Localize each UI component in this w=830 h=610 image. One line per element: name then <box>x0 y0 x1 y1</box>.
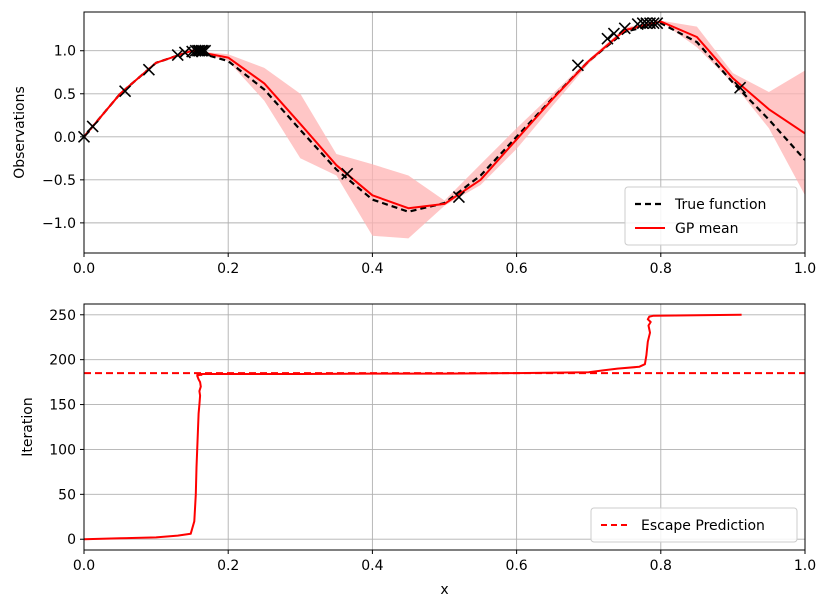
observation-marker <box>199 44 212 57</box>
top-y-tick-label: 0.5 <box>54 87 76 103</box>
observation-marker <box>651 17 664 30</box>
bottom-y-tick-label: 100 <box>49 442 76 458</box>
bottom-plot-area <box>84 313 805 541</box>
bottom-y-axis-label: Iteration <box>20 397 36 456</box>
bottom-x-tick-label: 0.8 <box>650 558 672 574</box>
top-x-tick-label: 0.2 <box>217 261 239 277</box>
observation-marker <box>171 48 184 62</box>
confidence-band <box>84 20 805 239</box>
legend-label: True function <box>674 197 766 213</box>
bottom-series-line <box>84 313 742 541</box>
observation-marker <box>86 120 99 133</box>
top-legend: True function GP mean <box>624 186 798 246</box>
top-x-tick-label: 0.8 <box>650 261 672 277</box>
bottom-x-tick-label: 0.0 <box>73 558 95 574</box>
observations-panel: 0.0 0.2 0.4 0.6 0.8 1.0 −1.0 −0.5 0.0 0.5 1.0 Obser… <box>12 11 816 277</box>
top-axes-frame <box>83 11 806 254</box>
top-x-tick-label: 0.6 <box>505 261 527 277</box>
observation-marker <box>601 32 614 45</box>
bottom-y-tick-label: 200 <box>49 353 76 369</box>
bottom-y-tick-label: 150 <box>49 398 76 414</box>
observation-marker <box>195 44 208 57</box>
observation-marker <box>618 22 631 35</box>
observation-marker <box>196 44 210 57</box>
top-x-tick-label: 1.0 <box>794 261 816 277</box>
iteration-panel: 0.0 0.2 0.4 0.6 0.8 1.0 0 50 100 150 200 250 Iterati… <box>20 303 816 598</box>
top-x-tick-label: 0.4 <box>361 261 383 277</box>
observation-marker <box>452 190 465 204</box>
legend-box <box>624 186 798 246</box>
bottom-x-tick-label: 0.2 <box>217 558 239 574</box>
legend-label: GP mean <box>675 221 738 237</box>
observation-marker <box>341 167 354 180</box>
bottom-y-tick-label: 0 <box>67 532 76 548</box>
observation-marker <box>571 59 584 72</box>
bottom-y-tick-label: 50 <box>58 487 76 503</box>
legend-box <box>590 507 798 543</box>
top-y-tick-label: −0.5 <box>42 173 76 189</box>
observation-marker <box>734 81 747 94</box>
bottom-axes-frame <box>83 303 806 551</box>
bottom-x-tick-label: 1.0 <box>794 558 816 574</box>
top-y-tick-label: 1.0 <box>54 44 76 60</box>
legend-label: Escape Prediction <box>641 518 765 534</box>
observation-marker <box>647 17 660 30</box>
bottom-legend: Escape Prediction <box>590 507 798 543</box>
observation-marker <box>119 85 132 98</box>
observation-marker <box>142 63 155 76</box>
bottom-x-axis-label: x <box>440 582 448 598</box>
top-x-tick-label: 0.0 <box>73 261 95 277</box>
top-y-tick-label: 0.0 <box>54 130 76 146</box>
observation-marker <box>193 44 206 57</box>
bottom-y-tick-label: 250 <box>49 308 76 324</box>
top-y-tick-label: −1.0 <box>42 216 76 232</box>
bottom-x-tick-label: 0.6 <box>505 558 527 574</box>
observation-markers <box>77 17 747 204</box>
top-y-axis-label: Observations <box>12 86 28 179</box>
bottom-x-tick-label: 0.4 <box>361 558 383 574</box>
observation-marker <box>607 27 621 40</box>
